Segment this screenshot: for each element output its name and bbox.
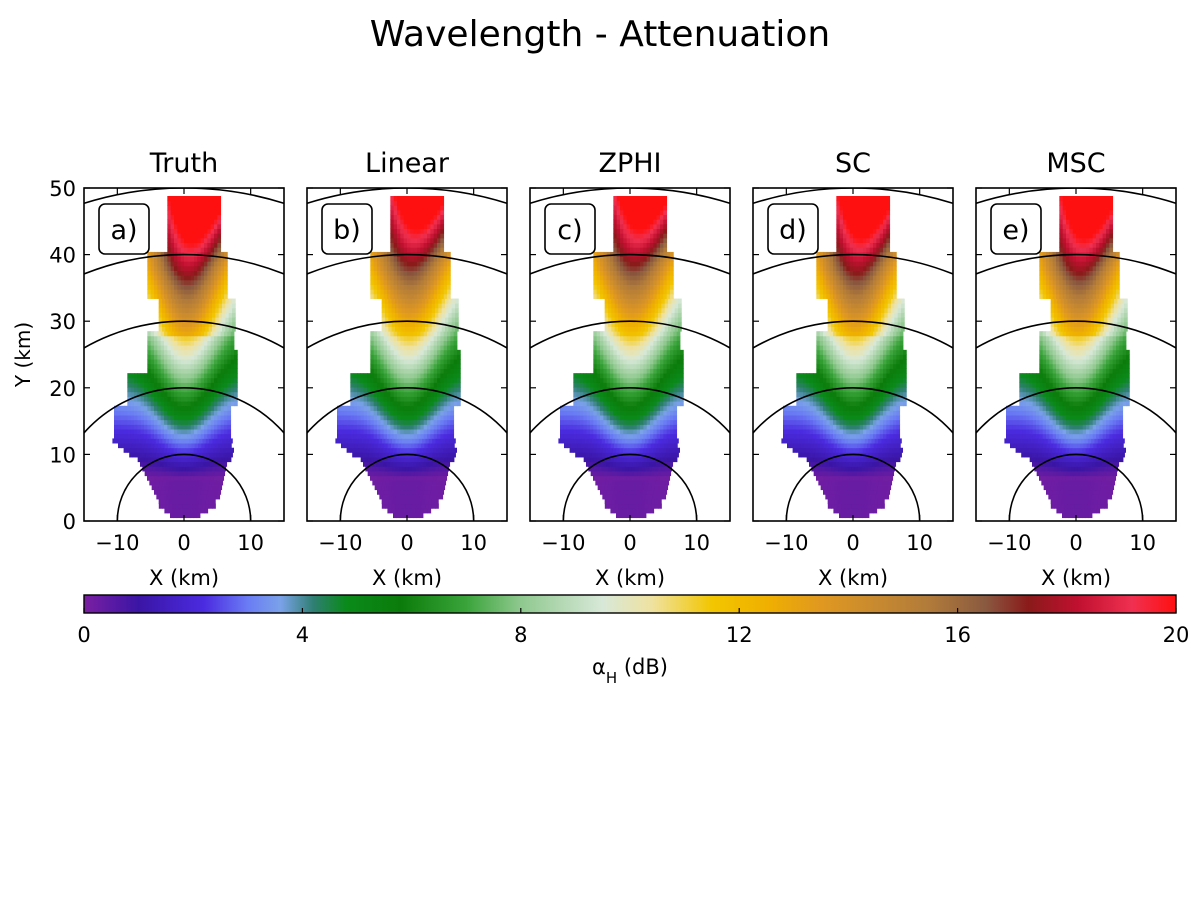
colorbar-tick-label: 8 <box>514 623 527 647</box>
colorbar-tick-label: 16 <box>944 623 971 647</box>
x-tick-label: −10 <box>318 531 362 555</box>
attenuation-field <box>558 195 684 519</box>
range-ring <box>753 320 953 349</box>
panel-label: b) <box>321 203 373 255</box>
range-ring <box>976 253 1176 275</box>
range-ring <box>84 320 284 349</box>
panel-linear: Linear b) −10 0 10 X (km) <box>306 148 508 590</box>
attenuation-field <box>335 195 461 519</box>
x-tick-label: −10 <box>987 531 1031 555</box>
panel-label: c) <box>544 203 596 255</box>
x-tick-label: 10 <box>1129 531 1156 555</box>
panel-title: ZPHI <box>598 148 661 179</box>
range-ring <box>976 320 1176 349</box>
panels-group: Truth a) −10 0 10 0 10 20 30 40 50 X (km) Linear b) −1… <box>11 148 1177 590</box>
colorbar: 0 4 8 12 16 20 αH (dB) <box>77 594 1190 687</box>
panel-title: Linear <box>365 148 450 179</box>
colorbar-tick-label: 12 <box>726 623 753 647</box>
range-ring <box>753 387 953 435</box>
panel-label: e) <box>990 203 1042 255</box>
y-tick-label: 50 <box>49 177 76 201</box>
y-tick-label: 10 <box>49 443 76 467</box>
x-tick-label: 0 <box>400 531 413 555</box>
x-tick-label: 10 <box>237 531 264 555</box>
panel-title: SC <box>835 148 871 179</box>
range-ring <box>976 387 1176 435</box>
x-tick-label: 10 <box>460 531 487 555</box>
panel-title: Truth <box>149 148 218 179</box>
panel-truth: Truth a) −10 0 10 0 10 20 30 40 50 X (km) <box>49 148 285 590</box>
attenuation-field <box>112 195 238 519</box>
x-axis-label: X (km) <box>372 566 442 590</box>
x-axis-label: X (km) <box>595 566 665 590</box>
x-tick-label: 0 <box>623 531 636 555</box>
range-ring <box>307 387 507 435</box>
colorbar-tick-label: 0 <box>77 623 90 647</box>
svg-text:a): a) <box>110 215 137 246</box>
colorbar-tick-label: 20 <box>1163 623 1190 647</box>
range-ring <box>84 387 284 435</box>
range-ring <box>307 320 507 349</box>
svg-text:b): b) <box>333 215 361 246</box>
x-tick-label: 0 <box>177 531 190 555</box>
x-axis-label: X (km) <box>1041 566 1111 590</box>
panel-title: MSC <box>1046 148 1105 179</box>
colorbar-label: αH (dB) <box>592 655 668 687</box>
panel-sc: SC d) −10 0 10 X (km) <box>752 148 954 590</box>
colorbar-gradient <box>83 594 1177 614</box>
range-ring <box>753 253 953 275</box>
x-tick-label: −10 <box>95 531 139 555</box>
range-ring <box>307 253 507 275</box>
attenuation-field <box>1004 195 1130 519</box>
figure-title: Wavelength - Attenuation <box>370 14 830 55</box>
range-ring <box>530 320 730 349</box>
range-ring <box>84 253 284 275</box>
x-tick-label: 0 <box>1069 531 1082 555</box>
panel-label: a) <box>98 203 150 255</box>
x-axis-label: X (km) <box>818 566 888 590</box>
x-tick-label: −10 <box>541 531 585 555</box>
y-tick-label: 0 <box>63 510 76 534</box>
x-tick-label: −10 <box>764 531 808 555</box>
panel-label: d) <box>767 203 819 255</box>
y-tick-label: 40 <box>49 244 76 268</box>
x-tick-label: 10 <box>683 531 710 555</box>
x-tick-label: 10 <box>906 531 933 555</box>
attenuation-field <box>781 195 907 519</box>
range-ring <box>530 387 730 435</box>
colorbar-tick-label: 4 <box>296 623 309 647</box>
x-axis-label: X (km) <box>149 566 219 590</box>
y-tick-label: 30 <box>49 310 76 334</box>
y-tick-label: 20 <box>49 377 76 401</box>
range-ring <box>530 253 730 275</box>
y-axis-label: Y (km) <box>11 322 35 388</box>
x-tick-label: 0 <box>846 531 859 555</box>
